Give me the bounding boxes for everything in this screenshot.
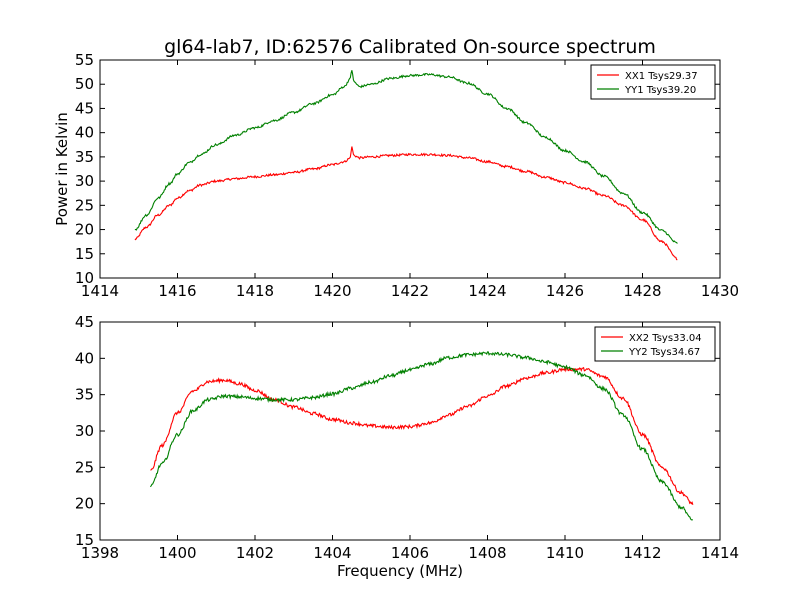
legend-label: XX1 Tsys29.37 [625, 71, 698, 82]
legend-1: XX1 Tsys29.37 YY1 Tsys39.20 [590, 64, 716, 100]
y-tick-label: 30 [75, 422, 94, 440]
y-tick-label: 15 [75, 245, 94, 263]
x-tick-label: 1416 [158, 282, 196, 300]
x-tick-label: 1428 [623, 282, 661, 300]
y-tick-label: 40 [75, 349, 94, 367]
legend-2: XX2 Tsys33.04 YY2 Tsys34.67 [594, 326, 716, 362]
y-tick-label: 45 [75, 99, 94, 117]
y-tick-label: 45 [75, 313, 94, 331]
y-tick-label: 35 [75, 148, 94, 166]
y-tick-label: 25 [75, 458, 94, 476]
y-tick-label: 50 [75, 75, 94, 93]
y-tick-label: 30 [75, 172, 94, 190]
y-axis-title: Power in Kelvin [53, 112, 71, 226]
x-tick-label: 1398 [81, 544, 119, 562]
legend-label: YY2 Tsys34.67 [628, 347, 700, 358]
series-line-2-2 [149, 351, 693, 521]
series-line-1-2 [134, 70, 678, 244]
series-line-1-1 [134, 146, 678, 261]
series-line-2-1 [150, 366, 694, 505]
x-tick-label: 1420 [313, 282, 351, 300]
y-tick-label: 55 [75, 51, 94, 69]
chart-panel-2: 1398 1400 1402 1404 1406 1408 1410 1412 1414 15 20… [75, 313, 739, 580]
y-tick-label: 20 [75, 221, 94, 239]
x-tick-label: 1426 [546, 282, 584, 300]
legend-box [590, 64, 716, 100]
x-tick-label: 1410 [546, 544, 584, 562]
y-tick-label: 10 [75, 269, 94, 287]
y-tick-label: 35 [75, 386, 94, 404]
x-tick-label: 1414 [701, 544, 739, 562]
x-tick-label: 1422 [391, 282, 429, 300]
chart-panel-1: 1414 1416 1418 1420 1422 1424 1426 1428 1430 10 15… [53, 51, 739, 300]
x-tick-label: 1400 [158, 544, 196, 562]
y-tick-label: 20 [75, 495, 94, 513]
legend-label: XX2 Tsys33.04 [629, 333, 702, 344]
chart-title: gl64-lab7, ID:62576 Calibrated On-source… [164, 36, 656, 58]
x-tick-label: 1402 [236, 544, 274, 562]
x-tick-label: 1424 [468, 282, 506, 300]
x-tick-label: 1404 [313, 544, 351, 562]
x-tick-label: 1430 [701, 282, 739, 300]
x-tick-label: 1408 [468, 544, 506, 562]
legend-box [594, 326, 716, 362]
y-tick-label: 40 [75, 124, 94, 142]
legend-label: YY1 Tsys39.20 [624, 85, 696, 96]
y-tick-label: 15 [75, 531, 94, 549]
x-tick-label: 1418 [236, 282, 274, 300]
x-tick-label: 1412 [623, 544, 661, 562]
x-tick-label: 1406 [391, 544, 429, 562]
x-tick-label: 1414 [81, 282, 119, 300]
y-tick-label: 25 [75, 196, 94, 214]
x-axis-title: Frequency (MHz) [337, 562, 463, 580]
